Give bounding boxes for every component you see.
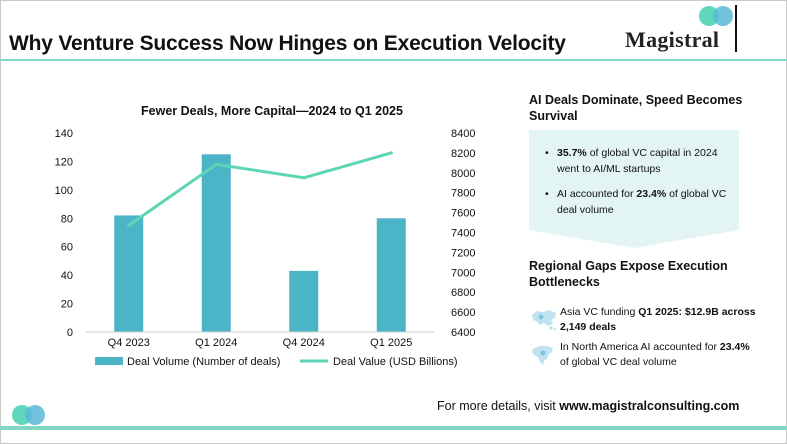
- header-rule: [0, 59, 787, 61]
- region-item-asia: Asia VC funding Q1 2025: $12.9B across 2…: [529, 305, 759, 339]
- legend-label-bar: Deal Volume (Number of deals): [127, 356, 280, 368]
- section1-callout: 35.7% of global VC capital in 2024 went …: [529, 130, 739, 248]
- region-item-text: Asia VC funding Q1 2025: $12.9B across 2…: [560, 306, 756, 333]
- y-tick-label-right: 7800: [451, 188, 475, 200]
- y-tick-label-right: 7200: [451, 247, 475, 259]
- section1: AI Deals Dominate, Speed Becomes Surviva…: [529, 92, 749, 124]
- north-america-map-icon: [529, 343, 559, 367]
- bar: [376, 218, 406, 332]
- y-tick-label-right: 8000: [451, 168, 475, 180]
- y-tick-label-left: 20: [61, 299, 73, 311]
- section2: Regional Gaps Expose Execution Bottlenec…: [529, 258, 749, 290]
- y-tick-label-left: 0: [67, 327, 73, 339]
- page-title: Why Venture Success Now Hinges on Execut…: [9, 32, 566, 55]
- y-tick-label-left: 80: [61, 213, 73, 225]
- y-tick-label-right: 6800: [451, 287, 475, 299]
- footer-rule: [0, 426, 787, 430]
- y-tick-label-right: 8200: [451, 148, 475, 160]
- series-line: [127, 151, 392, 227]
- footer-text: For more details, visit www.magistralcon…: [437, 399, 740, 413]
- legend-label-line: Deal Value (USD Billions): [333, 356, 458, 368]
- footer-logo-icon: [11, 404, 47, 426]
- region-item-text: In North America AI accounted for 23.4% …: [560, 341, 750, 368]
- legend-swatch-bar: [95, 357, 123, 365]
- section2-title: Regional Gaps Expose Execution Bottlenec…: [529, 259, 728, 289]
- brand-logo-icon: [698, 5, 736, 27]
- y-tick-label-left: 40: [61, 270, 73, 282]
- brand-name: Magistral: [625, 27, 720, 52]
- footer-link[interactable]: www.magistralconsulting.com: [559, 399, 740, 413]
- section1-title: AI Deals Dominate, Speed Becomes Surviva…: [529, 93, 743, 123]
- bar: [289, 270, 319, 332]
- x-tick-label: Q4 2023: [108, 337, 150, 349]
- chart-title: Fewer Deals, More Capital—2024 to Q1 202…: [141, 104, 403, 118]
- bar: [114, 215, 144, 332]
- line-point: [214, 162, 218, 166]
- line-point: [127, 223, 131, 228]
- bullet-item: 35.7% of global VC capital in 2024 went …: [545, 145, 729, 177]
- chart-container: Fewer Deals, More Capital—2024 to Q1 202…: [30, 95, 500, 385]
- y-tick-label-left: 120: [55, 156, 73, 168]
- y-tick-label-right: 7600: [451, 208, 475, 220]
- y-tick-label-right: 8400: [451, 128, 475, 140]
- x-tick-label: Q1 2025: [370, 337, 412, 349]
- y-tick-label-right: 7400: [451, 228, 475, 240]
- line-point: [302, 176, 306, 180]
- y-tick-label-left: 100: [55, 185, 73, 197]
- region-item-north-america: In North America AI accounted for 23.4% …: [529, 340, 759, 374]
- x-tick-label: Q1 2024: [195, 337, 237, 349]
- section1-bullets: 35.7% of global VC capital in 2024 went …: [545, 145, 729, 227]
- x-tick-label: Q4 2024: [283, 337, 325, 349]
- y-tick-label-right: 6600: [451, 307, 475, 319]
- y-tick-label-left: 60: [61, 242, 73, 254]
- y-tick-label-right: 7000: [451, 267, 475, 279]
- combo-chart: Fewer Deals, More Capital—2024 to Q1 202…: [55, 104, 476, 368]
- bar: [201, 154, 231, 332]
- y-tick-label-right: 6400: [451, 327, 475, 339]
- asia-map-icon: [529, 308, 559, 332]
- line-point: [389, 151, 393, 155]
- bullet-item: AI accounted for 23.4% of global VC deal…: [545, 186, 729, 218]
- y-tick-label-left: 140: [55, 128, 73, 140]
- logo-divider: [735, 5, 737, 52]
